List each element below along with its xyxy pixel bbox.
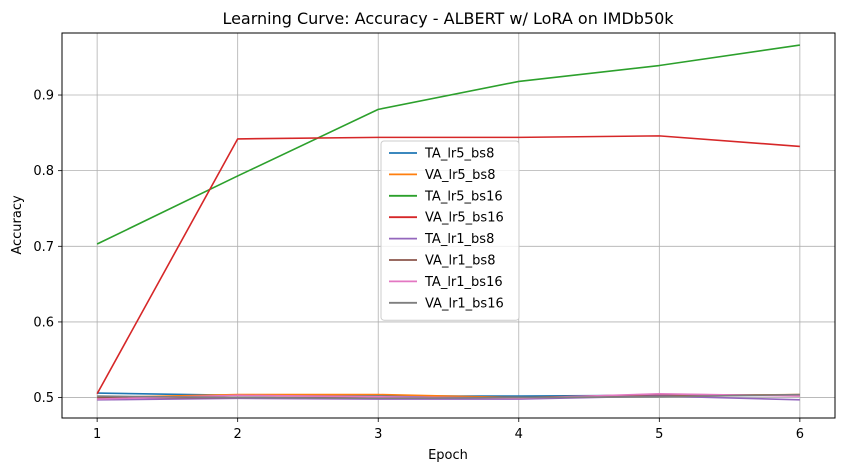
- legend-entry: VA_lr1_bs8: [425, 254, 495, 269]
- y-axis-label: Accuracy: [10, 195, 25, 255]
- series-line-va-lr5-bs16: [96, 135, 800, 395]
- x-tick-label: 4: [515, 427, 523, 442]
- x-tick-label: 3: [374, 427, 382, 442]
- series-lines: [96, 44, 800, 401]
- legend-box: [380, 140, 520, 321]
- x-axis-label: Epoch: [428, 448, 468, 463]
- y-tick-label: 0.9: [33, 89, 54, 104]
- legend-entry: TA_lr1_bs8: [424, 232, 494, 247]
- legend-entry: VA_lr1_bs16: [425, 296, 504, 311]
- x-tick-label: 5: [655, 427, 663, 442]
- y-tick-label: 0.7: [33, 240, 54, 255]
- legend-entry: TA_lr5_bs8: [424, 147, 494, 162]
- legend-entry: TA_lr5_bs16: [424, 189, 503, 204]
- legend-entry: VA_lr5_bs16: [425, 211, 504, 226]
- y-tick-label: 0.5: [33, 391, 54, 406]
- x-tick-label: 1: [93, 427, 101, 442]
- series-line-ta-lr5-bs16: [96, 44, 800, 245]
- plot-frame: [61, 32, 836, 419]
- y-tick-label: 0.6: [33, 315, 54, 330]
- legend: TA_lr5_bs8 VA_lr5_bs8 TA_lr5_bs16 VA_lr5_bs…: [380, 140, 520, 321]
- series-line-va-lr1-bs16: [97, 393, 800, 400]
- y-tick-label: 0.8: [33, 164, 54, 179]
- legend-entry: TA_lr1_bs16: [424, 275, 503, 290]
- chart-title: Learning Curve: Accuracy - ALBERT w/ LoR…: [222, 9, 674, 28]
- y-axis-ticks: 0.5 0.6 0.7 0.8 0.9: [33, 89, 62, 406]
- legend-entry: VA_lr5_bs8: [425, 168, 495, 183]
- x-axis-ticks: 1 2 3 4 5 6: [93, 418, 804, 442]
- x-tick-label: 6: [796, 427, 804, 442]
- x-tick-label: 2: [234, 427, 242, 442]
